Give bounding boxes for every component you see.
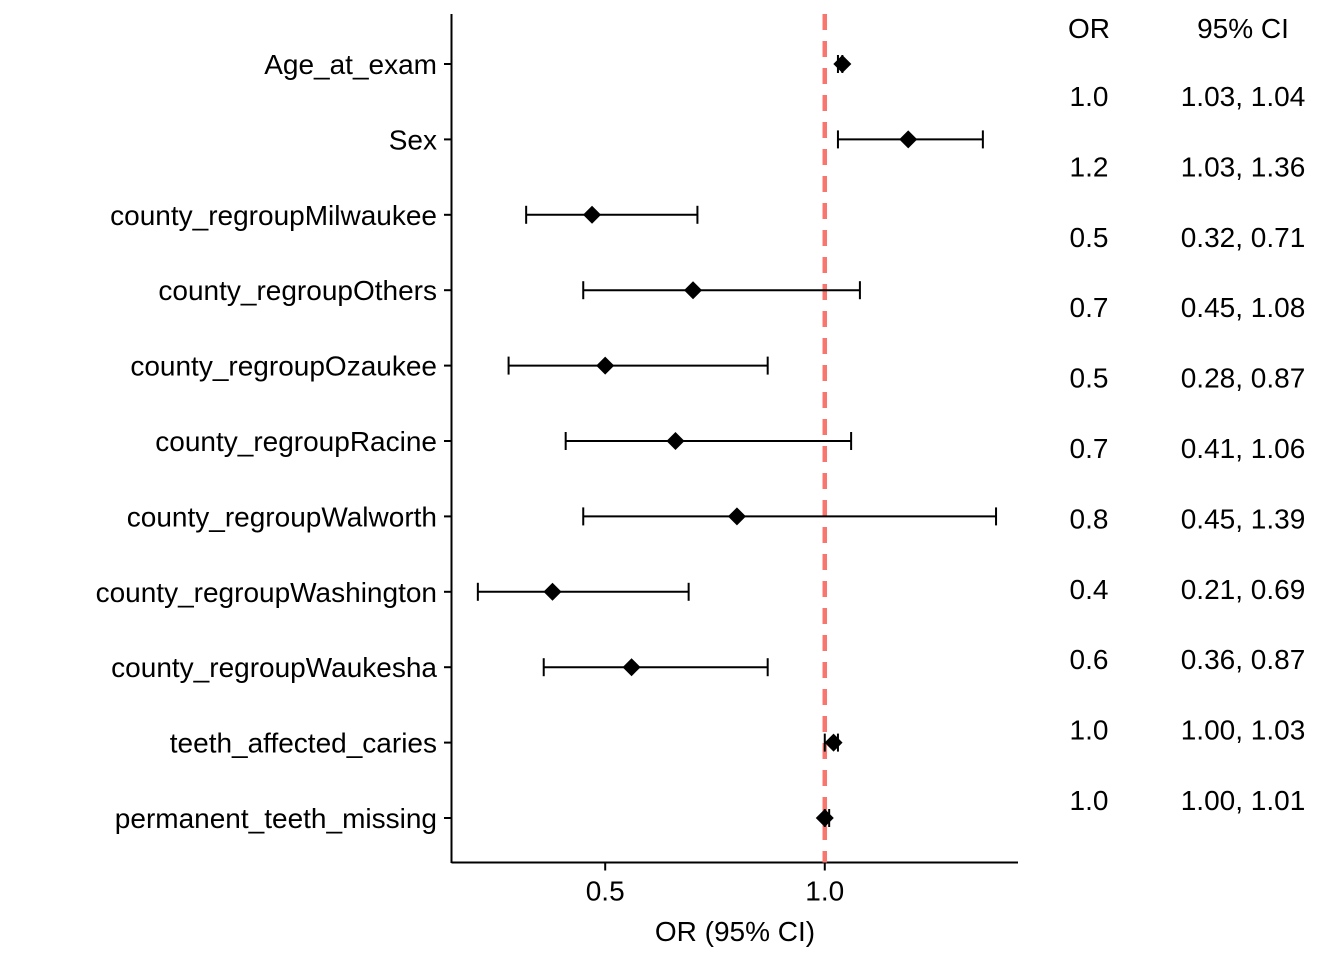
- forest-row: permanent_teeth_missing: [115, 803, 834, 834]
- or-point-marker: [815, 809, 834, 827]
- x-axis-ticks: 0.5 1.0: [586, 862, 844, 907]
- ci-value: 1.00, 1.01: [1181, 785, 1306, 816]
- x-axis-title: OR (95% CI): [655, 916, 815, 947]
- or-value: 0.7: [1070, 292, 1109, 323]
- forest-row: county_regroupOzaukee: [130, 351, 769, 382]
- forest-row: teeth_affected_caries: [170, 728, 843, 759]
- or-point-marker: [666, 432, 685, 450]
- or-value: 1.0: [1070, 715, 1109, 746]
- ci-value: 0.21, 0.69: [1181, 574, 1306, 605]
- or-point-marker: [684, 281, 703, 300]
- or-value: 1.0: [1070, 81, 1109, 112]
- or-point-marker: [583, 205, 602, 224]
- row-label: county_regroupOthers: [158, 275, 437, 306]
- or-point-marker: [899, 130, 918, 149]
- ci-value: 0.32, 0.71: [1181, 222, 1306, 253]
- or-value: 0.7: [1070, 433, 1109, 464]
- or-value: 0.5: [1070, 363, 1109, 394]
- forest-row: county_regroupWalworth: [127, 501, 998, 532]
- row-label: county_regroupRacine: [155, 426, 437, 457]
- or-value: 1.0: [1070, 785, 1109, 816]
- forest-row: county_regroupWaukesha: [111, 652, 769, 683]
- row-label: county_regroupOzaukee: [130, 351, 437, 382]
- row-label: county_regroupWashington: [96, 577, 437, 608]
- or-column-header: OR: [1068, 13, 1110, 44]
- forest-rows: Age_at_exam Sex county_regroupMilwaukeecou…: [96, 49, 998, 834]
- or-value: 0.6: [1070, 644, 1109, 675]
- or-value: 0.8: [1070, 503, 1109, 534]
- forest-row: Age_at_exam: [264, 49, 852, 80]
- row-label: county_regroupWalworth: [127, 501, 437, 532]
- ci-value: 0.45, 1.39: [1181, 503, 1306, 534]
- forest-row: Sex: [389, 124, 984, 155]
- forest-row: county_regroupRacine: [155, 426, 853, 457]
- or-value: 0.5: [1070, 222, 1109, 253]
- row-label: permanent_teeth_missing: [115, 803, 437, 834]
- ci-column-header: 95% CI: [1197, 13, 1289, 44]
- x-tick-label: 1.0: [805, 876, 844, 907]
- or-point-marker: [543, 582, 562, 601]
- or-point-marker: [596, 356, 615, 375]
- or-point-marker: [833, 55, 852, 73]
- row-label: Sex: [389, 124, 437, 155]
- row-label: county_regroupWaukesha: [111, 652, 437, 683]
- or-value: 1.2: [1070, 151, 1109, 182]
- forest-row: county_regroupOthers: [158, 275, 861, 306]
- ci-value: 0.36, 0.87: [1181, 644, 1306, 675]
- or-point-marker: [622, 658, 641, 677]
- ci-value: 0.45, 1.08: [1181, 292, 1306, 323]
- ci-value: 0.28, 0.87: [1181, 363, 1306, 394]
- ci-value: 0.41, 1.06: [1181, 433, 1306, 464]
- ci-value: 1.03, 1.36: [1181, 151, 1306, 182]
- x-tick-label: 0.5: [586, 876, 625, 907]
- ci-value: 1.03, 1.04: [1181, 81, 1306, 112]
- or-value: 0.4: [1070, 574, 1109, 605]
- row-label: teeth_affected_caries: [170, 728, 437, 759]
- ci-value: 1.00, 1.03: [1181, 715, 1306, 746]
- or-point-marker: [727, 507, 746, 526]
- forest-row: county_regroupWashington: [96, 577, 690, 608]
- forest-row: county_regroupMilwaukee: [110, 200, 699, 231]
- row-label: county_regroupMilwaukee: [110, 200, 437, 231]
- plot-axes: [450, 14, 1018, 864]
- estimate-table: 1.0 1.03, 1.04 1.2 1.03, 1.36 0.5 0.32, 0.71 0…: [1070, 81, 1306, 816]
- or-point-marker: [824, 733, 843, 752]
- row-label: Age_at_exam: [264, 49, 437, 80]
